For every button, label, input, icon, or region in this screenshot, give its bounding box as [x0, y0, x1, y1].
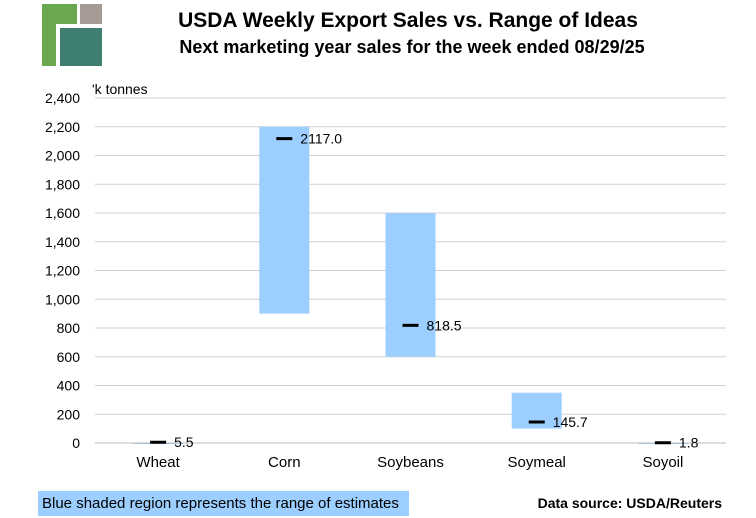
y-tick-label: 2,200 [45, 119, 80, 135]
y-axis-unit-label: 'k tonnes [92, 81, 148, 97]
range-bar-soybeans [385, 213, 436, 357]
range-bars [133, 126, 688, 444]
logo-divider-h [56, 24, 102, 28]
range-legend-note: Blue shaded region represents the range … [38, 491, 409, 516]
category-label-corn: Corn [268, 454, 301, 471]
y-tick-label: 800 [57, 320, 81, 336]
actual-value-label: 145.7 [553, 414, 588, 430]
actual-value-label: 2117.0 [300, 131, 342, 147]
category-label-wheat: Wheat [136, 454, 180, 471]
logo-divider-v [56, 24, 60, 66]
y-tick-label: 1,000 [45, 291, 80, 307]
chart-subtitle: Next marketing year sales for the week e… [179, 37, 644, 57]
category-label-soyoil: Soyoil [642, 454, 683, 471]
category-label-soybeans: Soybeans [377, 454, 444, 471]
y-tick-label: 1,800 [45, 176, 80, 192]
y-axis-ticks: 0 200 400 600 800 1,000 1,200 1,400 1,600 1,800 2,… [45, 90, 80, 451]
chart-area: USDA Weekly Export Sales vs. Range of Id… [42, 4, 726, 471]
range-bar-corn [259, 126, 310, 314]
data-source: Data source: USDA/Reuters [537, 495, 722, 511]
y-tick-label: 400 [57, 378, 81, 394]
y-tick-label: 1,600 [45, 205, 80, 221]
y-tick-label: 1,200 [45, 263, 80, 279]
logo-gray-block [80, 4, 102, 26]
actual-value-label: 1.8 [679, 435, 699, 451]
chart-title: USDA Weekly Export Sales vs. Range of Id… [178, 9, 638, 32]
y-tick-label: 2,000 [45, 148, 80, 164]
actual-value-label: 818.5 [427, 317, 462, 333]
y-tick-label: 600 [57, 349, 81, 365]
actual-markers: 5.5 2117.0 818.5 145.7 1.8 [150, 131, 699, 451]
actual-value-label: 5.5 [174, 434, 194, 450]
y-tick-label: 1,400 [45, 234, 80, 250]
logo [42, 4, 102, 66]
y-tick-label: 2,400 [45, 90, 80, 106]
logo-teal-block [60, 28, 102, 66]
x-axis-categories: Wheat Corn Soybeans Soymeal Soyoil [136, 454, 683, 471]
category-label-soymeal: Soymeal [508, 454, 566, 471]
y-tick-label: 200 [57, 406, 81, 422]
y-tick-label: 0 [72, 435, 80, 451]
